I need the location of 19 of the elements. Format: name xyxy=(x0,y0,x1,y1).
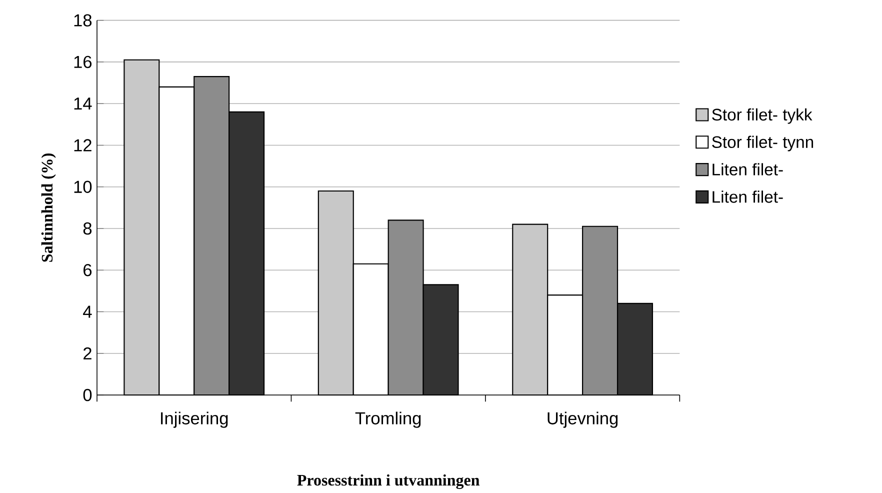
x-tick-label: Tromling xyxy=(355,412,421,428)
x-tick-label: Injisering xyxy=(161,412,228,428)
legend-label: Liten filet- xyxy=(712,163,783,176)
y-tick-label: 8 xyxy=(83,222,92,235)
legend-label: Liten filet- xyxy=(712,190,783,203)
y-tick-label: 4 xyxy=(83,306,92,318)
x-tick-label: Utjevning xyxy=(548,412,618,428)
y-axis-title: Saltinnhold (%) xyxy=(41,153,56,262)
y-tick-label: 0 xyxy=(83,388,92,402)
x-axis-title: Prosesstrinn i utvanningen xyxy=(297,474,480,489)
y-tick-label: 10 xyxy=(74,180,92,193)
y-tick-label: 2 xyxy=(84,347,92,360)
y-tick-label: 6 xyxy=(84,264,92,276)
y-tick-label: 12 xyxy=(74,139,92,152)
legend-label: Stor filet- tykk xyxy=(712,108,812,124)
y-tick-label: 14 xyxy=(74,98,92,110)
y-tick-label: 16 xyxy=(74,56,92,68)
y-tick-label: 18 xyxy=(74,14,92,26)
legend-label: Stor filet- tynn xyxy=(712,136,814,152)
